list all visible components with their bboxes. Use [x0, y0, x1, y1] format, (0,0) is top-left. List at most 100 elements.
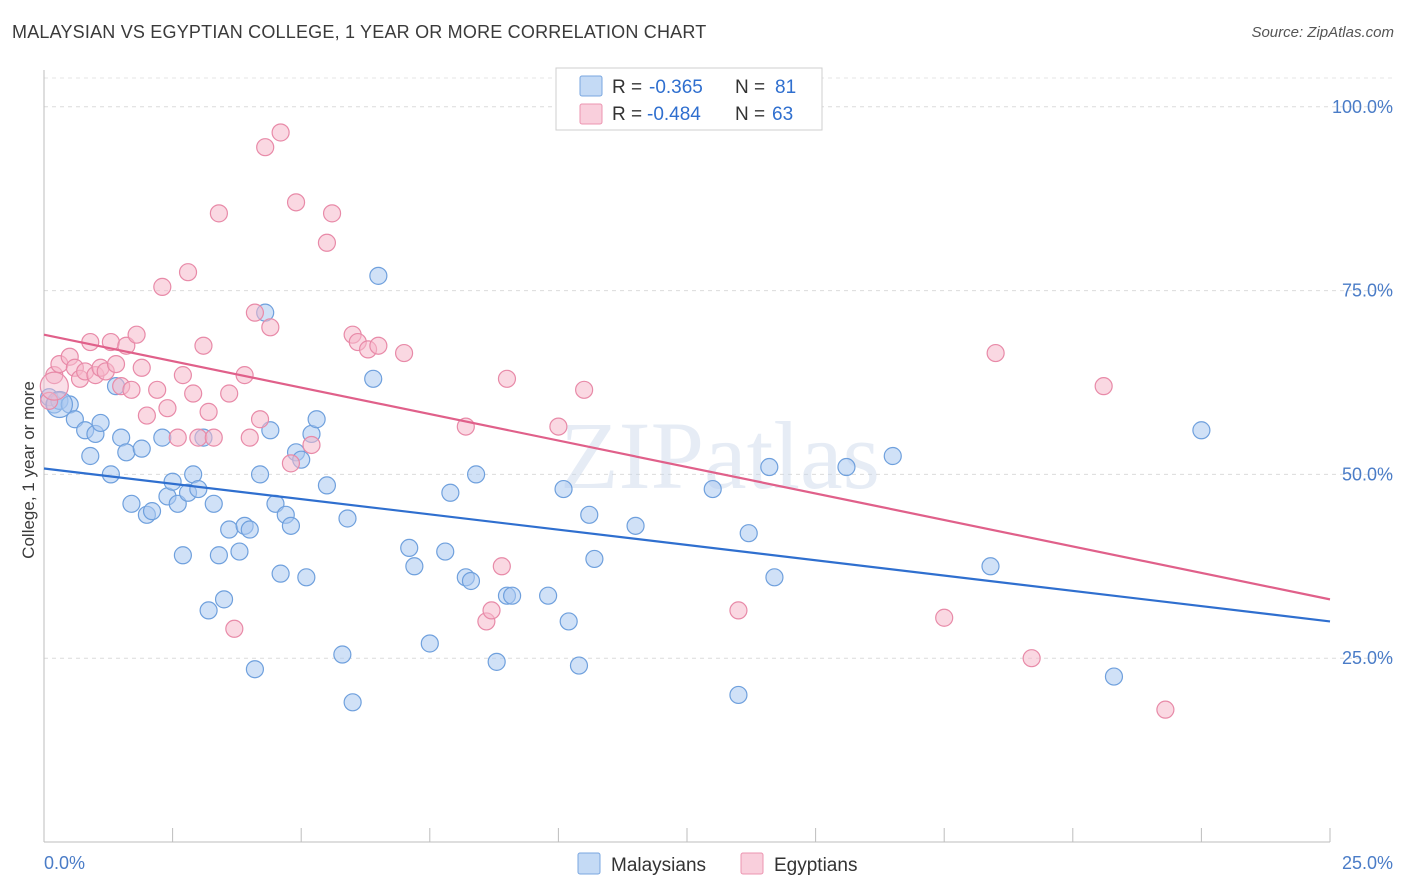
point-malaysians-54 — [405, 557, 424, 576]
point-malaysians-41 — [281, 516, 301, 535]
chart-title: MALAYSIAN VS EGYPTIAN COLLEGE, 1 YEAR OR… — [12, 22, 707, 42]
legend-n-egyptians: 63 — [772, 104, 793, 125]
point-egyptians-24 — [178, 263, 198, 282]
point-egyptians-52 — [482, 601, 501, 620]
point-egyptians-49 — [394, 343, 414, 363]
point-malaysians-29 — [214, 590, 234, 609]
point-malaysians-66 — [559, 612, 578, 631]
point-malaysians-64 — [539, 586, 558, 605]
y-axis-label: College, 1 year or more — [19, 381, 38, 559]
x-tick-label-1: 25.0% — [1342, 853, 1393, 873]
y-tick-label-1: 75.0% — [1342, 281, 1393, 301]
point-egyptians-41 — [286, 193, 306, 212]
point-malaysians-78 — [981, 557, 1000, 576]
bottom-legend-malaysians: Malaysians — [611, 855, 706, 876]
point-egyptians-60 — [1022, 649, 1041, 668]
point-egyptians-19 — [148, 380, 167, 399]
point-malaysians-8 — [91, 413, 110, 433]
point-malaysians-39 — [271, 564, 290, 583]
point-malaysians-60 — [466, 465, 486, 484]
point-malaysians-48 — [333, 645, 352, 664]
point-malaysians-44 — [297, 568, 316, 587]
legend-n-label: N = — [735, 77, 765, 98]
point-malaysians-33 — [240, 520, 259, 539]
legend-n-malaysians: 81 — [775, 77, 796, 98]
point-egyptians-43 — [317, 233, 337, 252]
point-malaysians-13 — [122, 494, 141, 513]
point-egyptians-35 — [245, 303, 265, 322]
point-egyptians-55 — [549, 417, 568, 436]
point-malaysians-16 — [142, 502, 162, 521]
point-egyptians-15 — [122, 380, 141, 399]
point-egyptians-59 — [986, 343, 1005, 363]
point-malaysians-53 — [400, 538, 419, 558]
trend-line-egyptians — [43, 333, 1331, 601]
series-malaysians — [40, 266, 1211, 712]
series-egyptians — [39, 123, 1175, 719]
chart-source: Source: ZipAtlas.com — [1251, 24, 1394, 41]
series-legend: Malaysians Egyptians — [577, 852, 857, 876]
point-malaysians-72 — [729, 685, 748, 705]
point-egyptians-20 — [153, 277, 172, 296]
point-egyptians-58 — [935, 608, 954, 627]
point-malaysians-59 — [461, 571, 481, 591]
point-egyptians-32 — [225, 619, 244, 638]
point-egyptians-44 — [322, 204, 342, 223]
bottom-legend-swatch-malaysians — [577, 852, 601, 875]
point-malaysians-26 — [204, 494, 223, 513]
point-malaysians-47 — [317, 476, 337, 495]
legend-swatch-malaysians — [579, 75, 603, 97]
point-egyptians-62 — [1156, 700, 1175, 719]
point-malaysians-49 — [338, 509, 357, 528]
point-malaysians-52 — [369, 266, 388, 285]
point-egyptians-42 — [302, 435, 321, 455]
point-egyptians-25 — [184, 384, 203, 403]
point-malaysians-21 — [173, 546, 192, 565]
legend-r-malaysians: -0.365 — [649, 77, 703, 98]
legend-swatch-egyptians — [579, 103, 603, 125]
y-tick-label-2: 50.0% — [1342, 464, 1393, 484]
point-malaysians-74 — [760, 457, 779, 477]
trend-lines — [43, 333, 1331, 623]
point-malaysians-51 — [364, 369, 383, 388]
point-malaysians-12 — [117, 443, 136, 462]
point-egyptians-30 — [209, 204, 228, 223]
point-malaysians-28 — [209, 546, 228, 565]
legend-r-label: R = — [612, 77, 642, 98]
legend-r-egyptians: -0.484 — [647, 104, 701, 125]
bottom-legend-swatch-egyptians — [740, 852, 764, 875]
point-egyptians-61 — [1094, 377, 1113, 396]
point-malaysians-30 — [220, 520, 239, 539]
point-malaysians-17 — [153, 428, 172, 447]
point-egyptians-40 — [281, 454, 301, 473]
point-malaysians-57 — [441, 483, 460, 502]
legend-n-label-2: N = — [735, 104, 765, 125]
point-egyptians-36 — [250, 410, 270, 429]
y-tick-labels: 100.0% 75.0% 50.0% 25.0% — [1332, 97, 1393, 668]
legend-r-label-2: R = — [612, 104, 642, 125]
point-malaysians-56 — [436, 542, 455, 561]
stats-legend: R = -0.365 N = 81 R = -0.484 N = 63 — [555, 67, 823, 131]
point-malaysians-68 — [580, 505, 599, 524]
point-egyptians-18 — [137, 406, 156, 425]
point-malaysians-55 — [420, 634, 439, 653]
point-egyptians-53 — [492, 557, 511, 576]
axes — [43, 70, 1331, 843]
point-malaysians-79 — [1104, 667, 1124, 686]
point-egyptians-57 — [729, 601, 748, 620]
point-malaysians-35 — [250, 465, 270, 484]
point-malaysians-71 — [703, 479, 722, 499]
trend-line-malaysians — [43, 467, 1331, 623]
point-malaysians-61 — [487, 652, 506, 671]
point-malaysians-14 — [132, 439, 151, 458]
point-malaysians-63 — [503, 586, 522, 605]
x-tick-label-0: 0.0% — [44, 853, 85, 873]
point-egyptians-39 — [271, 123, 290, 142]
y-tick-label-3: 25.0% — [1342, 648, 1393, 668]
point-egyptians-27 — [194, 336, 213, 355]
point-malaysians-73 — [739, 524, 758, 543]
point-egyptians-12 — [106, 354, 126, 374]
point-egyptians-29 — [204, 428, 223, 447]
point-malaysians-50 — [343, 693, 362, 712]
